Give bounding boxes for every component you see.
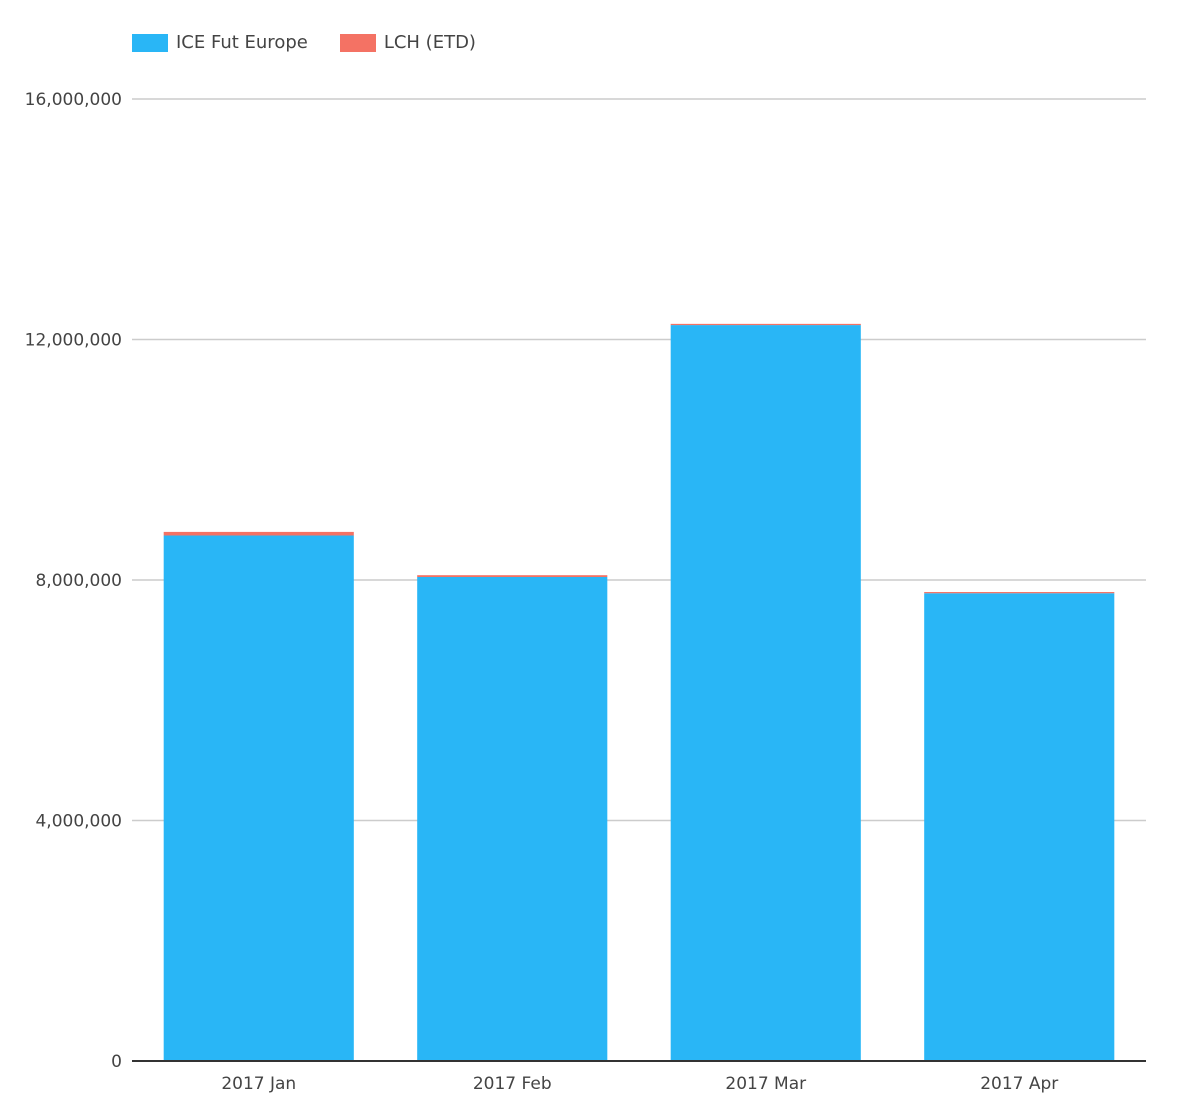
bar-ice-fut-europe[interactable]: [670, 325, 861, 1061]
axes: 0 4,000,000 8,000,000 12,000,000 16,000,000 2…: [25, 90, 1146, 1094]
bars: [163, 323, 1115, 1061]
legend-item-lch-etd[interactable]: LCH (ETD): [339, 32, 476, 53]
y-tick-label: 12,000,000: [25, 331, 122, 351]
bar-lch-etd[interactable]: [163, 531, 354, 536]
y-tick-label: 16,000,000: [25, 90, 122, 110]
legend-label-ice-fut-europe: ICE Fut Europe: [176, 32, 308, 53]
legend-label-lch-etd: LCH (ETD): [383, 32, 476, 53]
legend-swatch-lch-etd: [339, 33, 376, 52]
legend-swatch-ice-fut-europe: [132, 33, 168, 52]
bar-ice-fut-europe[interactable]: [417, 576, 608, 1061]
chart-legend: ICE Fut Europe LCH (ETD): [132, 32, 476, 53]
x-tick-label: 2017 Apr: [980, 1074, 1058, 1094]
x-tick-label: 2017 Feb: [473, 1074, 552, 1094]
bar-lch-etd[interactable]: [670, 323, 861, 326]
bar-ice-fut-europe[interactable]: [924, 593, 1115, 1061]
y-tick-label: 4,000,000: [35, 812, 122, 832]
y-tick-label: 8,000,000: [35, 571, 122, 591]
bar-ice-fut-europe[interactable]: [163, 535, 354, 1061]
x-tick-label: 2017 Jan: [221, 1074, 296, 1094]
bar-lch-etd[interactable]: [417, 575, 608, 577]
bar-lch-etd[interactable]: [924, 592, 1115, 594]
x-tick-label: 2017 Mar: [725, 1074, 806, 1094]
legend-item-ice-fut-europe[interactable]: ICE Fut Europe: [132, 32, 308, 53]
y-tick-label: 0: [111, 1052, 122, 1072]
